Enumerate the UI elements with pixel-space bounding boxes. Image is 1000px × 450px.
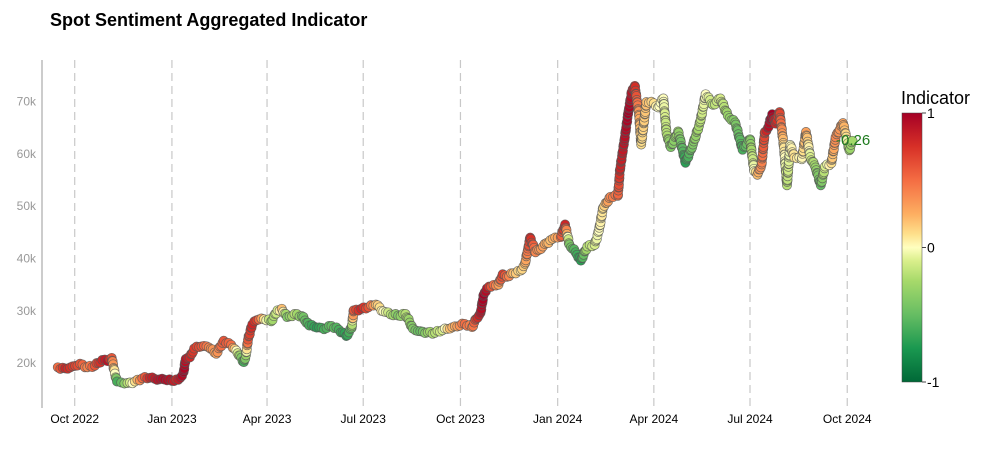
vertical-gridlines bbox=[74, 60, 848, 408]
y-tick-label: 50k bbox=[17, 199, 37, 213]
x-tick-label: Jan 2024 bbox=[533, 412, 583, 426]
y-tick-label: 60k bbox=[17, 147, 37, 161]
colorbar-gradient bbox=[901, 112, 923, 383]
y-tick-label: 70k bbox=[17, 95, 37, 109]
y-tick-label: 30k bbox=[17, 304, 37, 318]
y-axis-ticks: 20k 30k 40k 50k 60k 70k bbox=[17, 95, 37, 371]
x-tick-label: Jul 2024 bbox=[727, 412, 773, 426]
x-tick-label: Jan 2023 bbox=[147, 412, 197, 426]
colorbar-ticks: 1 0 -1 bbox=[922, 105, 940, 390]
x-tick-label: Oct 2024 bbox=[823, 412, 872, 426]
data-point bbox=[847, 135, 858, 146]
colorbar-tick-label: -1 bbox=[927, 374, 940, 390]
x-tick-label: Oct 2022 bbox=[50, 412, 99, 426]
colorbar-tick-label: 1 bbox=[927, 105, 935, 121]
last-value-label: -0.26 bbox=[836, 132, 870, 149]
colorbar-title: Indicator bbox=[901, 88, 970, 108]
x-tick-label: Jul 2023 bbox=[341, 412, 387, 426]
y-tick-label: 40k bbox=[17, 252, 37, 266]
x-tick-label: Apr 2023 bbox=[243, 412, 292, 426]
scatter-points bbox=[52, 80, 858, 389]
y-tick-label: 20k bbox=[17, 356, 37, 370]
chart-title: Spot Sentiment Aggregated Indicator bbox=[50, 10, 368, 30]
x-tick-label: Apr 2024 bbox=[629, 412, 678, 426]
x-axis-ticks: Oct 2022 Jan 2023 Apr 2023 Jul 2023 Oct 2023… bbox=[50, 412, 872, 426]
colorbar-tick-label: 0 bbox=[927, 240, 935, 256]
colorbar: Indicator 1 0 -1 bbox=[901, 88, 970, 390]
x-tick-label: Oct 2023 bbox=[436, 412, 485, 426]
